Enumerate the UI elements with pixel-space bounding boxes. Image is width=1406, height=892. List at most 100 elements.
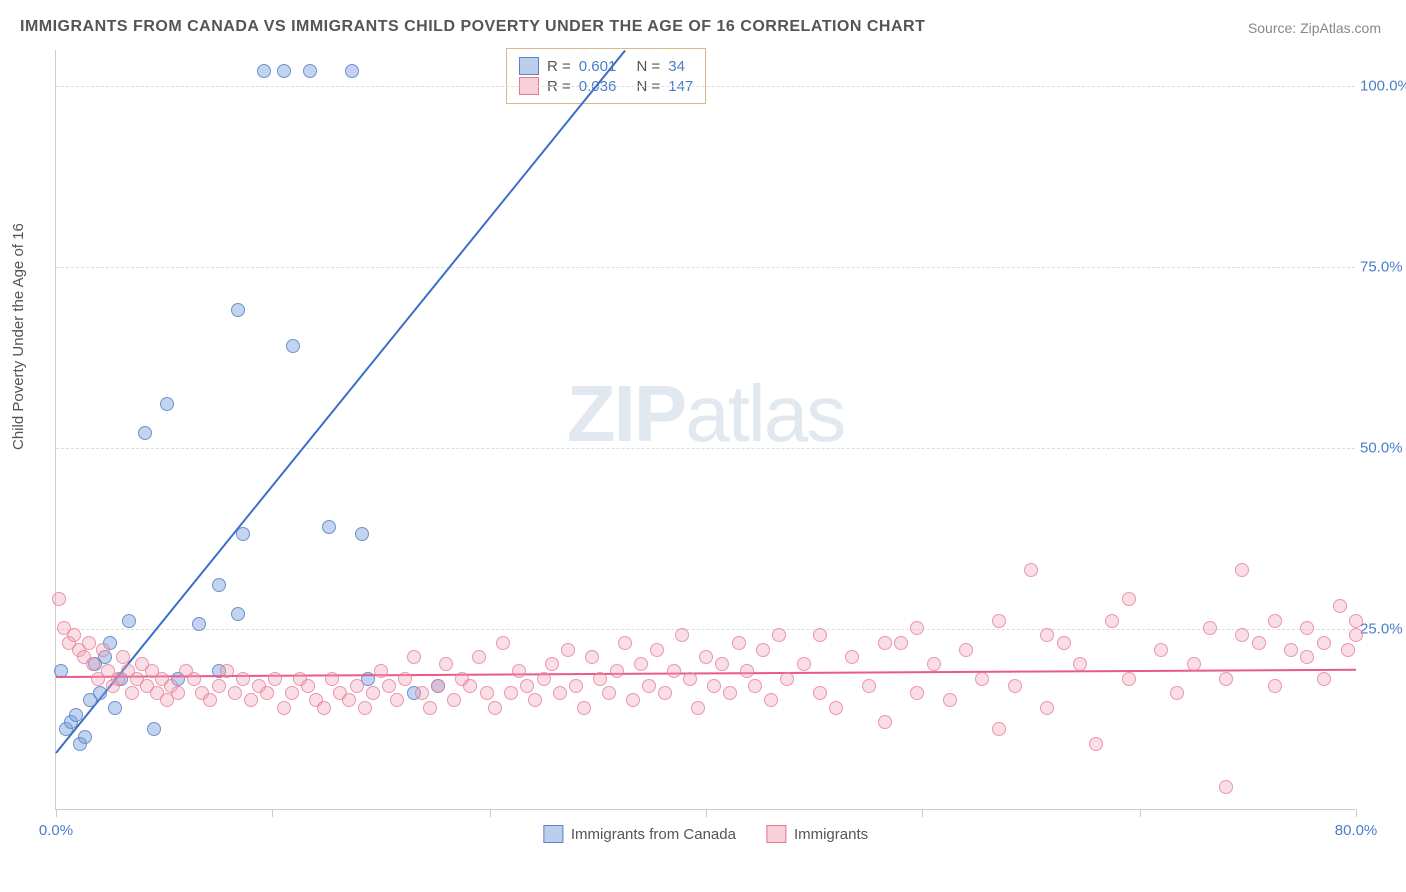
y-tick-label: 75.0% [1360,259,1406,276]
data-point [301,679,315,693]
data-point [108,701,122,715]
r-label-blue: R = [547,58,571,75]
x-tick [922,809,923,817]
y-tick-label: 25.0% [1360,621,1406,638]
bottom-legend: Immigrants from Canada Immigrants [543,825,868,843]
data-point [220,664,234,678]
x-tick [1356,809,1357,817]
data-point [1040,628,1054,642]
data-point [829,701,843,715]
data-point [96,643,110,657]
data-point [488,701,502,715]
data-point [1252,636,1266,650]
data-point [277,64,291,78]
data-point [894,636,908,650]
data-point [691,701,705,715]
data-point [561,643,575,657]
data-point [1089,737,1103,751]
data-point [1349,628,1363,642]
data-point [1300,621,1314,635]
data-point [910,686,924,700]
x-tick [56,809,57,817]
data-point [1235,628,1249,642]
stats-legend-box: R = 0.601 N = 34 R = 0.036 N = 147 [506,48,706,104]
data-point [675,628,689,642]
data-point [1235,563,1249,577]
n-value-blue: 34 [668,58,685,75]
data-point [1300,650,1314,664]
y-tick-label: 100.0% [1360,78,1406,95]
legend-swatch-blue-icon [543,825,563,843]
x-tick [272,809,273,817]
data-point [1170,686,1184,700]
data-point [618,636,632,650]
data-point [390,693,404,707]
data-point [236,672,250,686]
data-point [845,650,859,664]
data-point [472,650,486,664]
data-point [910,621,924,635]
data-point [626,693,640,707]
data-point [862,679,876,693]
data-point [1122,592,1136,606]
data-point [1008,679,1022,693]
data-point [1024,563,1038,577]
y-tick-label: 50.0% [1360,440,1406,457]
data-point [602,686,616,700]
data-point [382,679,396,693]
data-point [1317,672,1331,686]
data-point [1268,679,1282,693]
data-point [1040,701,1054,715]
regression-line-blue [55,50,625,753]
gridline [56,86,1355,87]
data-point [78,730,92,744]
data-point [1219,780,1233,794]
data-point [423,701,437,715]
data-point [228,686,242,700]
data-point [569,679,583,693]
data-point [285,686,299,700]
data-point [147,722,161,736]
source-link[interactable]: ZipAtlas.com [1300,20,1381,36]
data-point [480,686,494,700]
watermark-light: atlas [685,369,844,458]
data-point [52,592,66,606]
data-point [878,636,892,650]
data-point [683,672,697,686]
data-point [992,614,1006,628]
data-point [959,643,973,657]
data-point [358,701,372,715]
data-point [780,672,794,686]
data-point [813,686,827,700]
data-point [1187,657,1201,671]
x-tick [706,809,707,817]
data-point [1268,614,1282,628]
data-point [82,636,96,650]
data-point [1341,643,1355,657]
gridline [56,629,1355,630]
data-point [975,672,989,686]
x-tick-label: 80.0% [1335,822,1378,839]
data-point [707,679,721,693]
chart-title: IMMIGRANTS FROM CANADA VS IMMIGRANTS CHI… [20,18,925,36]
data-point [553,686,567,700]
data-point [699,650,713,664]
data-point [431,679,445,693]
x-tick [1140,809,1141,817]
data-point [764,693,778,707]
data-point [496,636,510,650]
data-point [463,679,477,693]
data-point [447,693,461,707]
data-point [439,657,453,671]
data-point [138,426,152,440]
data-point [740,664,754,678]
data-point [1105,614,1119,628]
data-point [212,679,226,693]
data-point [1203,621,1217,635]
data-point [577,701,591,715]
data-point [537,672,551,686]
data-point [86,657,100,671]
data-point [528,693,542,707]
data-point [878,715,892,729]
x-tick-label: 0.0% [39,822,73,839]
